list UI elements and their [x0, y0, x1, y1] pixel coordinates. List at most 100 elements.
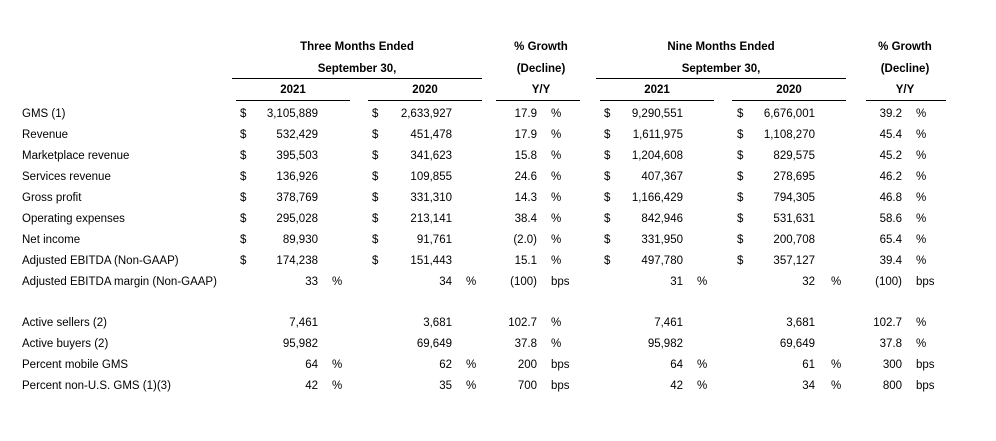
unit-suffix: bps: [916, 276, 935, 288]
unit-suffix: %: [551, 129, 562, 141]
table-cell-value: 34: [439, 276, 452, 288]
table-cell-value: 64: [670, 359, 683, 371]
table-cell-value: 64: [305, 359, 318, 371]
unit-suffix: %: [916, 338, 927, 350]
table-cell-value: 39.2: [879, 108, 902, 120]
nine-months-header-line1: Nine Months Ended: [667, 41, 775, 53]
row-label: Marketplace revenue: [22, 150, 130, 162]
currency-symbol: $: [604, 108, 611, 120]
table-cell-value: 102.7: [508, 317, 537, 329]
table-cell-value: 58.6: [879, 213, 902, 225]
table-cell-value: 295,028: [276, 213, 318, 225]
table-cell-value: 31: [670, 276, 683, 288]
unit-suffix: %: [697, 380, 708, 392]
row-label: Gross profit: [22, 192, 82, 204]
table-cell-value: 7,461: [289, 317, 318, 329]
currency-symbol: $: [372, 108, 379, 120]
table-cell-value: 17.9: [514, 129, 537, 141]
unit-suffix: %: [551, 171, 562, 183]
row-label: Active sellers (2): [22, 317, 107, 329]
q-year-2020-header: 2020: [412, 84, 438, 96]
unit-suffix: %: [551, 317, 562, 329]
table-cell-value: 3,681: [423, 317, 452, 329]
currency-symbol: $: [737, 213, 744, 225]
table-cell-value: 1,611,975: [632, 129, 683, 141]
unit-suffix: %: [332, 276, 343, 288]
currency-symbol: $: [372, 213, 379, 225]
currency-symbol: $: [372, 129, 379, 141]
currency-symbol: $: [737, 129, 744, 141]
table-cell-value: 46.8: [879, 192, 902, 204]
table-cell-value: 45.2: [879, 150, 902, 162]
table-cell-value: 151,443: [410, 255, 452, 267]
currency-symbol: $: [737, 192, 744, 204]
n-year-2021-header: 2021: [644, 84, 670, 96]
unit-suffix: bps: [916, 359, 935, 371]
unit-suffix: %: [916, 108, 927, 120]
unit-suffix: bps: [551, 380, 570, 392]
table-cell-value: 42: [305, 380, 318, 392]
unit-suffix: %: [916, 192, 927, 204]
currency-symbol: $: [240, 192, 247, 204]
table-cell-value: 794,305: [773, 192, 815, 204]
unit-suffix: %: [551, 108, 562, 120]
unit-suffix: %: [466, 276, 477, 288]
three-months-rule: [232, 78, 482, 79]
currency-symbol: $: [372, 192, 379, 204]
currency-symbol: $: [604, 213, 611, 225]
unit-suffix: bps: [551, 276, 570, 288]
currency-symbol: $: [372, 150, 379, 162]
unit-suffix: bps: [916, 380, 935, 392]
unit-suffix: %: [916, 171, 927, 183]
table-cell-value: 109,855: [410, 171, 452, 183]
table-cell-value: 842,946: [641, 213, 683, 225]
q-year-2021-header: 2021: [280, 84, 306, 96]
currency-symbol: $: [240, 129, 247, 141]
q-2020-rule: [368, 100, 482, 101]
table-cell-value: 331,310: [410, 192, 452, 204]
n-2020-rule: [732, 100, 846, 101]
table-cell-value: (2.0): [513, 234, 537, 246]
n-growth-header-line1: % Growth: [878, 41, 932, 53]
table-cell-value: 136,926: [276, 171, 318, 183]
table-cell-value: 800: [882, 380, 902, 392]
table-cell-value: 95,982: [282, 338, 318, 350]
table-cell-value: 7,461: [654, 317, 683, 329]
table-cell-value: 331,950: [641, 234, 683, 246]
table-cell-value: 14.3: [514, 192, 537, 204]
table-cell-value: 95,982: [647, 338, 683, 350]
currency-symbol: $: [372, 171, 379, 183]
table-cell-value: 39.4: [879, 255, 902, 267]
n-2021-rule: [600, 100, 714, 101]
currency-symbol: $: [737, 150, 744, 162]
unit-suffix: %: [551, 255, 562, 267]
unit-suffix: %: [697, 359, 708, 371]
unit-suffix: %: [831, 276, 842, 288]
currency-symbol: $: [240, 234, 247, 246]
unit-suffix: %: [916, 150, 927, 162]
currency-symbol: $: [240, 255, 247, 267]
table-cell-value: 65.4: [879, 234, 902, 246]
currency-symbol: $: [604, 234, 611, 246]
table-cell-value: 35: [439, 380, 452, 392]
table-cell-value: 357,127: [773, 255, 815, 267]
table-cell-value: 1,166,429: [631, 192, 683, 204]
table-cell-value: 62: [439, 359, 452, 371]
unit-suffix: %: [916, 129, 927, 141]
unit-suffix: %: [551, 338, 562, 350]
table-cell-value: 829,575: [773, 150, 815, 162]
unit-suffix: %: [551, 234, 562, 246]
row-label: Percent mobile GMS: [22, 359, 129, 371]
table-cell-value: 33: [305, 276, 318, 288]
table-cell-value: 3,681: [786, 317, 815, 329]
currency-symbol: $: [240, 171, 247, 183]
unit-suffix: %: [466, 359, 477, 371]
table-cell-value: 531,631: [773, 213, 815, 225]
unit-suffix: %: [551, 150, 562, 162]
table-cell-value: 9,290,551: [631, 108, 683, 120]
row-label: Revenue: [22, 129, 69, 141]
table-cell-value: 341,623: [410, 150, 452, 162]
table-cell-value: 278,695: [773, 171, 815, 183]
currency-symbol: $: [604, 171, 611, 183]
